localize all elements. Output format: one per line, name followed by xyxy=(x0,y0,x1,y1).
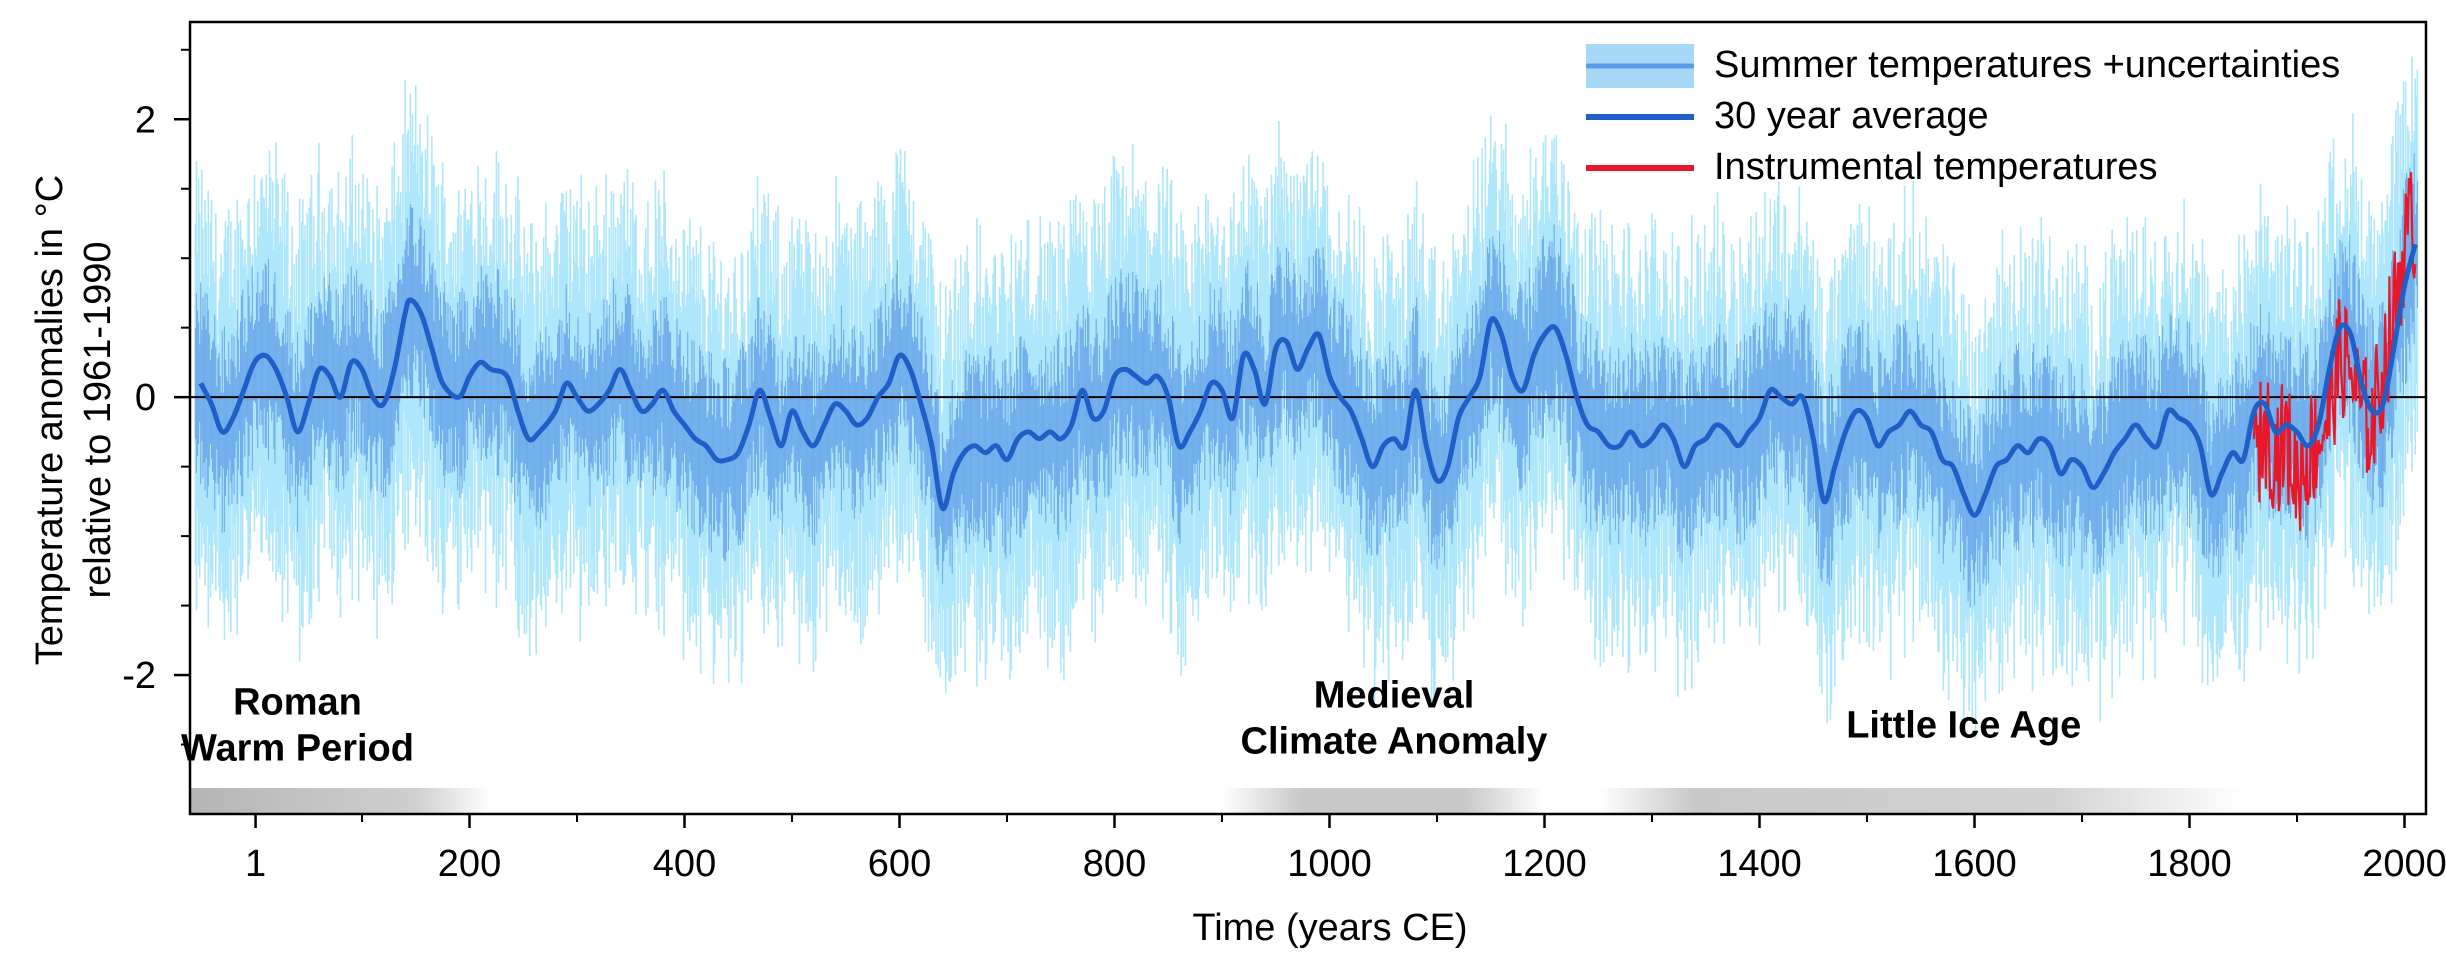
series-line-layer xyxy=(198,172,2418,531)
x-tick-label: 200 xyxy=(438,843,501,885)
plot-area xyxy=(188,20,2428,816)
period-bar xyxy=(190,788,491,814)
instrumental-series-line xyxy=(2252,172,2417,531)
legend: Summer temperatures +uncertainties 30 ye… xyxy=(1586,44,2340,188)
legend-label-instrumental: Instrumental temperatures xyxy=(1714,146,2158,188)
period-bar xyxy=(1222,788,1545,814)
legend-label-uncertainty: Summer temperatures +uncertainties xyxy=(1714,44,2340,86)
period-annotation-label: Roman xyxy=(233,682,362,724)
period-annotation-label: Warm Period xyxy=(181,728,414,770)
legend-label-average: 30 year average xyxy=(1714,95,1989,137)
x-tick-label: 800 xyxy=(1083,843,1146,885)
period-annotation-label: Climate Anomaly xyxy=(1241,721,1548,763)
period-bars-layer xyxy=(190,788,2244,814)
y-tick-label: 2 xyxy=(135,99,156,141)
y-axis-title-line1: Temperature anomalies in °C xyxy=(29,175,71,665)
x-axis: 1 200 400 600 800 1000 1200 1400 1600 1800 2000 xyxy=(245,814,2446,885)
x-tick-label: 400 xyxy=(653,843,716,885)
period-bar xyxy=(1598,788,2244,814)
period-annotation-label: Medieval xyxy=(1314,675,1475,717)
plot-frame xyxy=(188,20,2428,816)
x-axis-title: Time (years CE) xyxy=(1192,907,1467,949)
y-tick-label: -2 xyxy=(122,655,156,697)
y-axis: 2 0 -2 xyxy=(122,48,190,746)
x-tick-label: 1400 xyxy=(1717,843,1802,885)
average-series-line xyxy=(198,243,2418,518)
x-tick-label: 2000 xyxy=(2362,843,2446,885)
y-axis-title-line2: relative to 1961-1990 xyxy=(77,241,119,598)
period-annotation-label: Little Ice Age xyxy=(1846,705,2081,747)
x-tick-label: 1 xyxy=(245,843,266,885)
x-tick-label: 1000 xyxy=(1287,843,1372,885)
x-tick-label: 1600 xyxy=(1932,843,2017,885)
x-tick-label: 1200 xyxy=(1502,843,1587,885)
y-tick-label: 0 xyxy=(135,377,156,419)
x-tick-label: 1800 xyxy=(2147,843,2232,885)
x-tick-label: 600 xyxy=(868,843,931,885)
